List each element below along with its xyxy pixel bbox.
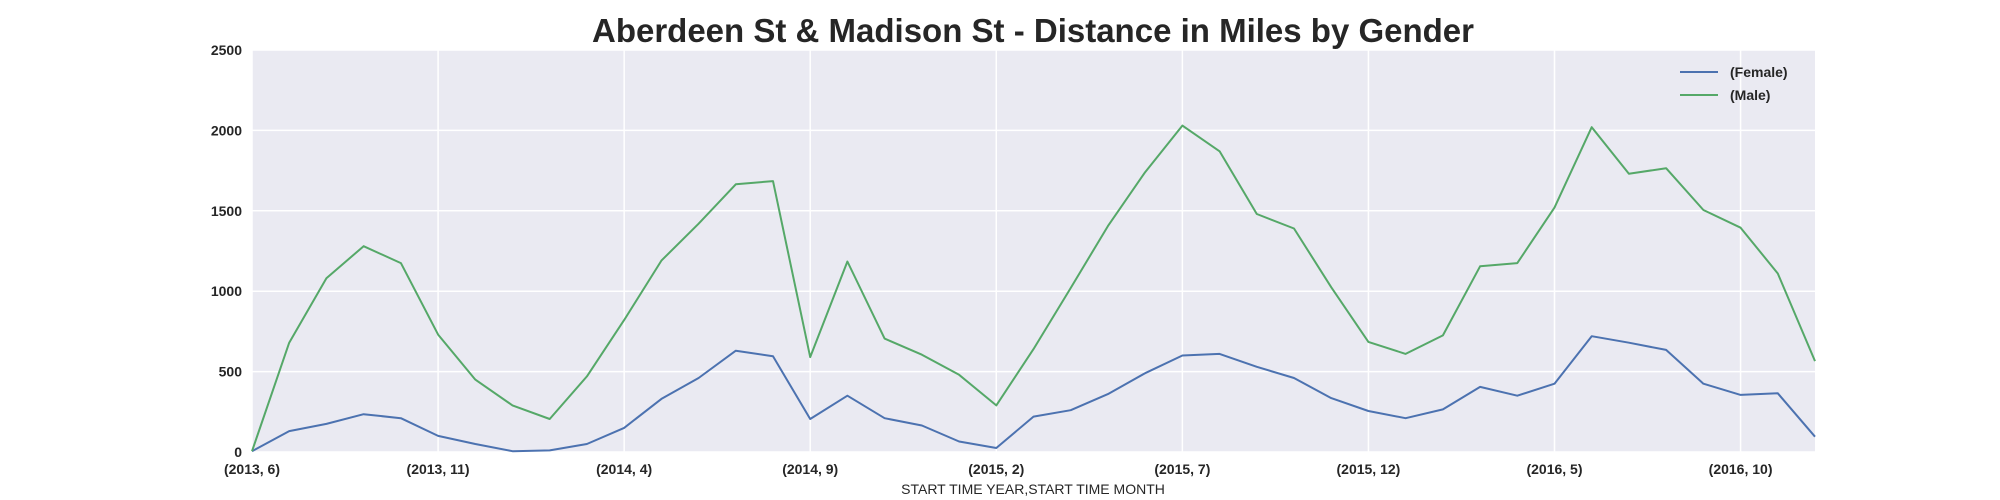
x-tick-label: (2015, 7) xyxy=(1154,461,1210,477)
x-tick-label: (2013, 11) xyxy=(407,461,470,477)
y-tick-label: 1500 xyxy=(211,203,242,219)
x-axis-ticks: (2013, 6) (2013, 11) (2014, 4) (2014, 9) (20… xyxy=(224,461,1773,477)
y-tick-label: 0 xyxy=(234,444,242,460)
grid-lines xyxy=(251,49,1815,453)
x-tick-label: (2014, 4) xyxy=(596,461,652,477)
series-line xyxy=(251,124,1816,452)
x-axis-label: START TIME YEAR,START TIME MONTH xyxy=(901,481,1165,497)
plot-area xyxy=(252,50,1815,452)
y-tick-label: 1000 xyxy=(211,283,242,299)
x-tick-label: (2013, 6) xyxy=(224,461,280,477)
y-tick-label: 500 xyxy=(219,364,243,380)
legend-label: (Female) xyxy=(1730,64,1788,80)
x-tick-label: (2014, 9) xyxy=(782,461,838,477)
legend-label: (Male) xyxy=(1730,87,1770,103)
series-line xyxy=(251,335,1816,453)
x-tick-label: (2015, 12) xyxy=(1337,461,1401,477)
chart-title: Aberdeen St & Madison St - Distance in M… xyxy=(592,12,1474,49)
x-tick-label: (2016, 10) xyxy=(1709,461,1773,477)
legend: (Female) (Male) xyxy=(1680,64,1788,103)
x-tick-label: (2016, 5) xyxy=(1526,461,1582,477)
y-tick-label: 2500 xyxy=(211,42,242,58)
y-axis-ticks: 0 500 1000 1500 2000 2500 xyxy=(211,42,242,460)
series-lines xyxy=(251,124,1816,453)
y-tick-label: 2000 xyxy=(211,122,242,138)
x-tick-label: (2015, 2) xyxy=(968,461,1024,477)
